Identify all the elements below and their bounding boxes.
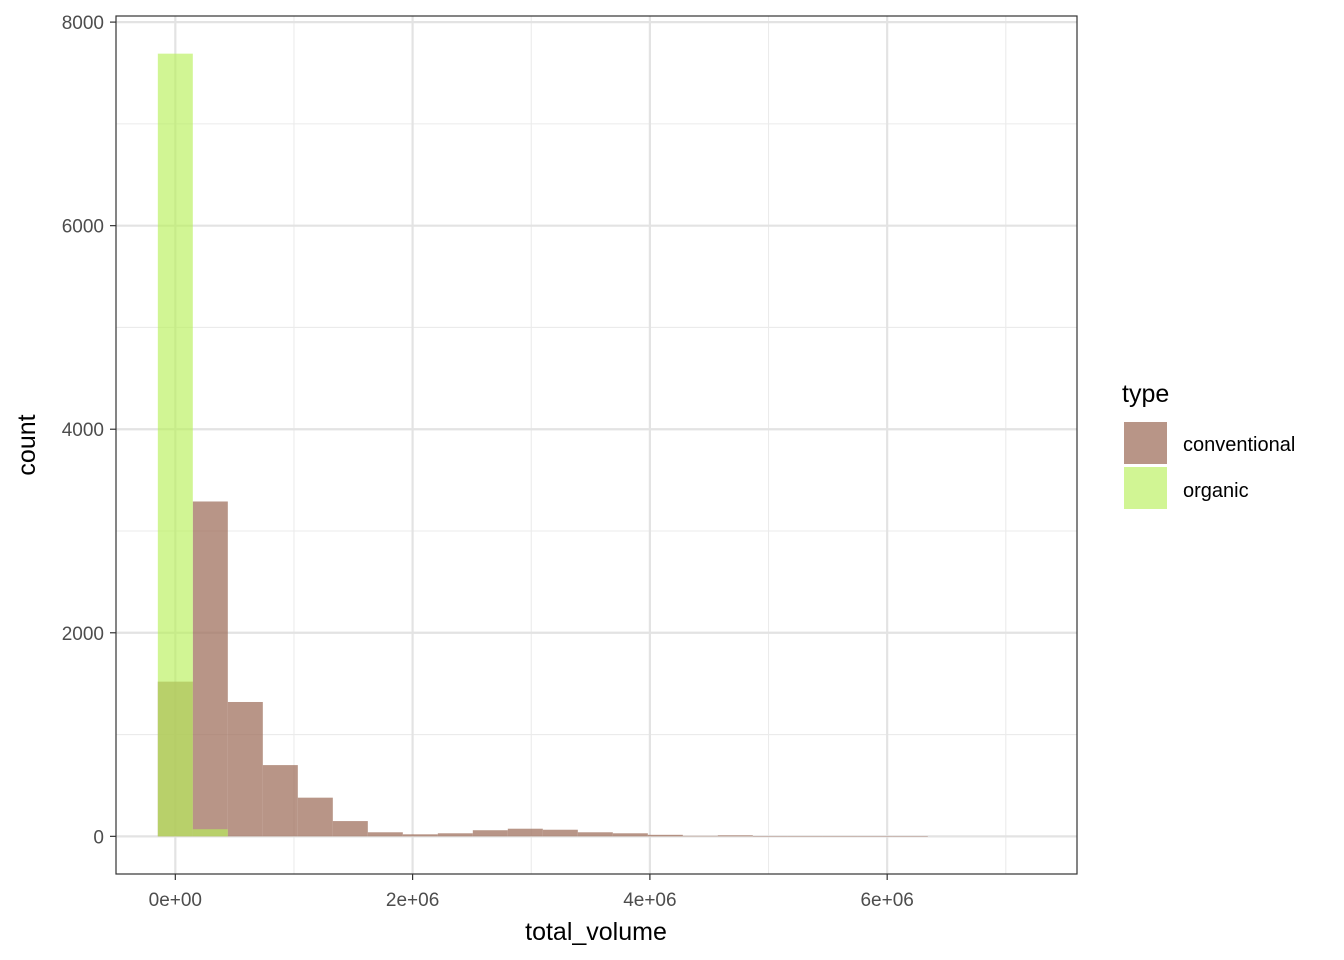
bar-conventional [472, 830, 508, 837]
legend-title: type [1122, 380, 1169, 408]
bar-conventional [402, 834, 438, 837]
plot-border [115, 15, 1078, 875]
bar-conventional [682, 835, 718, 837]
minor-gridlines [116, 16, 1077, 874]
bar-conventional [752, 836, 788, 837]
legend-label-organic: organic [1183, 480, 1249, 502]
bar-conventional [892, 836, 928, 837]
bar-conventional [577, 832, 613, 837]
bar-conventional [787, 836, 823, 837]
bar-conventional [262, 765, 298, 837]
bar-conventional [297, 797, 333, 837]
x-axis-ticks: 0e+00 2e+06 4e+06 6e+06 [149, 874, 914, 911]
bar-conventional [367, 832, 403, 837]
x-tick-label: 0e+00 [149, 890, 202, 911]
y-axis-ticks: 0 2000 4000 6000 8000 [62, 13, 116, 848]
y-tick-label: 6000 [62, 217, 104, 238]
x-tick-label: 6e+06 [860, 890, 913, 911]
bar-conventional [647, 834, 683, 837]
bar-organic [192, 829, 228, 837]
bar-conventional [192, 501, 228, 837]
bar-conventional [542, 829, 578, 837]
bar-conventional [332, 821, 368, 837]
bar-conventional [822, 836, 858, 837]
bar-organic [157, 53, 193, 837]
bar-conventional [612, 833, 648, 837]
x-tick-label: 2e+06 [386, 890, 439, 911]
y-tick-label: 0 [93, 827, 104, 848]
x-tick-label: 4e+06 [623, 890, 676, 911]
legend-swatch-conventional [1124, 422, 1167, 464]
bar-conventional [437, 833, 473, 837]
legend-label-conventional: conventional [1183, 434, 1295, 456]
x-axis-title: total_volume [525, 918, 667, 946]
y-tick-label: 4000 [62, 420, 104, 441]
bar-conventional [717, 835, 753, 837]
legend: type conventional organic [1122, 380, 1295, 509]
y-tick-label: 2000 [62, 624, 104, 645]
bar-conventional [507, 828, 543, 837]
plot-panel [116, 16, 1077, 874]
bar-conventional [227, 701, 263, 837]
y-tick-label: 8000 [62, 13, 104, 34]
histogram-bars [157, 53, 928, 837]
bar-conventional [857, 836, 893, 837]
y-axis-title: count [13, 414, 41, 475]
legend-swatch-organic [1124, 467, 1167, 509]
